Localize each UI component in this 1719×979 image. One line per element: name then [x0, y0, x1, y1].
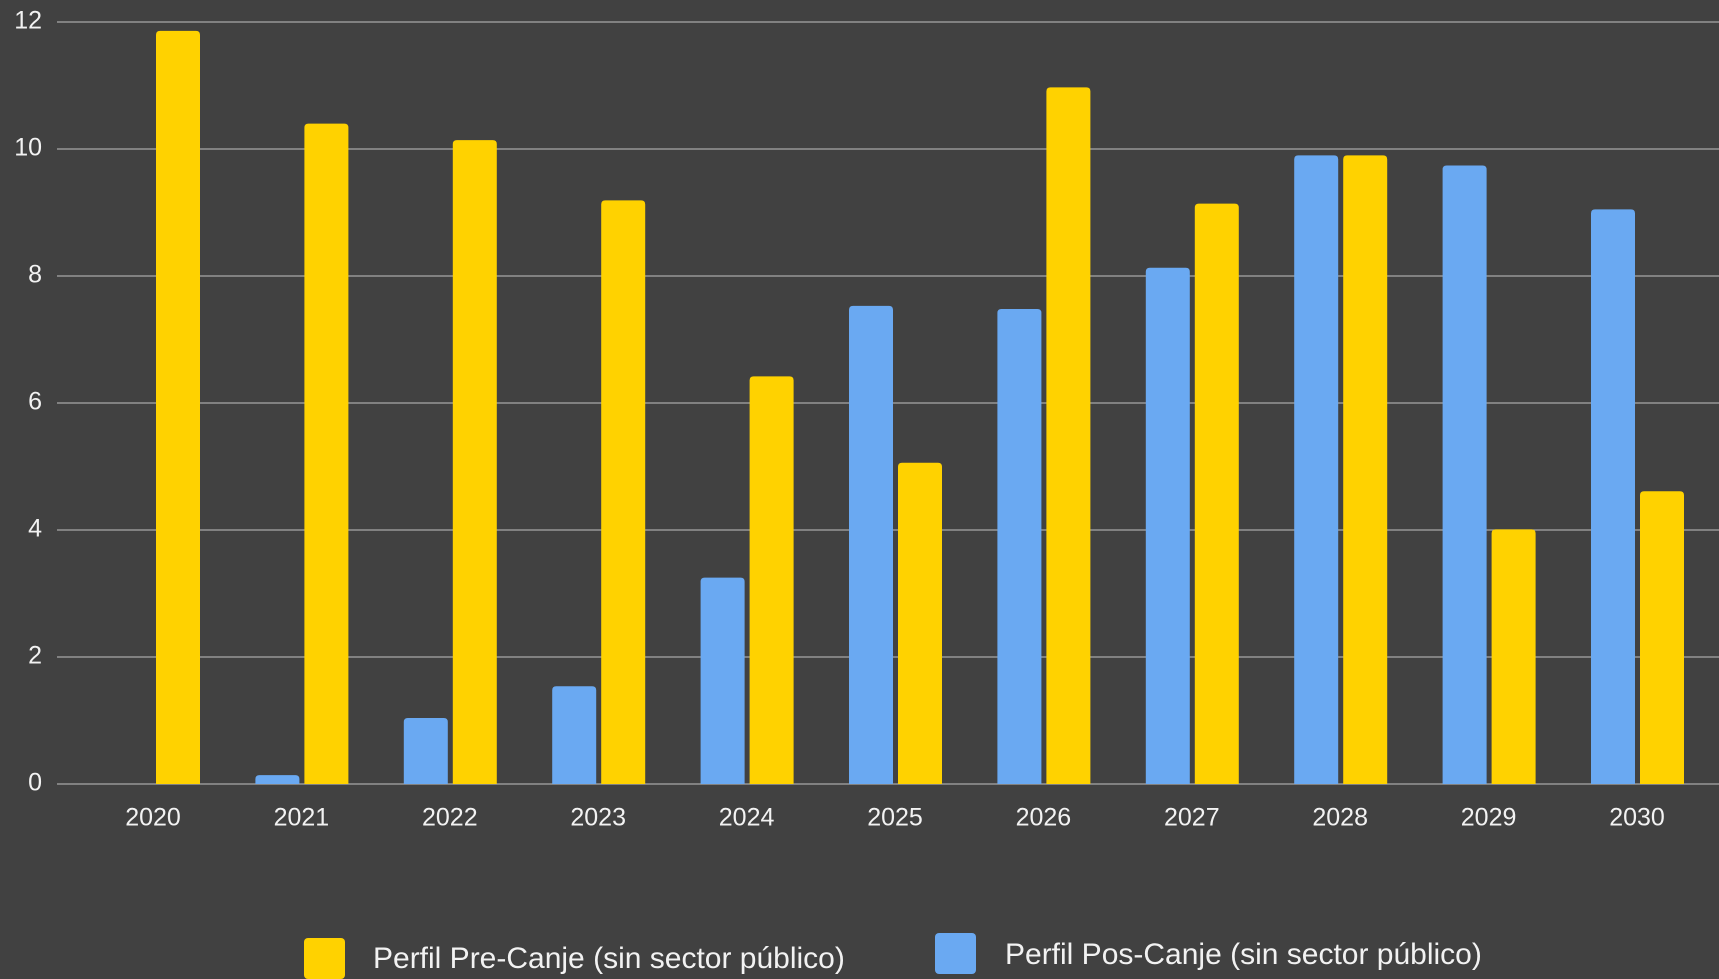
- bar: [552, 686, 597, 784]
- bar: [304, 123, 349, 785]
- legend-swatch: [304, 938, 345, 979]
- bar: [1491, 529, 1536, 784]
- bar: [1046, 87, 1091, 784]
- bar: [1442, 165, 1487, 784]
- y-tick-label: 10: [14, 134, 42, 162]
- bar: [849, 305, 893, 784]
- bar: [898, 462, 942, 784]
- x-tick-label: 2022: [422, 804, 478, 832]
- bar: [1194, 203, 1239, 785]
- bar: [403, 717, 448, 784]
- x-tick-label: 2026: [1016, 804, 1072, 832]
- bar: [1343, 155, 1388, 785]
- x-tick-label: 2021: [274, 804, 330, 832]
- bar: [452, 140, 497, 785]
- y-tick-label: 0: [28, 769, 42, 797]
- legend-label: Perfil Pos-Canje (sin sector público): [1005, 938, 1482, 971]
- legend-swatch: [935, 933, 976, 974]
- y-tick-label: 2: [28, 642, 42, 670]
- x-tick-label: 2030: [1609, 804, 1665, 832]
- bar: [700, 577, 745, 784]
- x-tick-label: 2024: [719, 804, 775, 832]
- bar: [1640, 491, 1684, 784]
- y-tick-label: 6: [28, 388, 42, 416]
- y-tick-label: 12: [14, 7, 42, 35]
- x-tick-label: 2028: [1312, 804, 1368, 832]
- legend-label: Perfil Pre-Canje (sin sector público): [373, 942, 845, 975]
- bar: [1294, 155, 1339, 785]
- x-tick-label: 2025: [867, 804, 923, 832]
- bar: [156, 30, 200, 784]
- bar: [749, 376, 794, 784]
- bar: [1145, 267, 1190, 784]
- bar: [601, 200, 646, 784]
- bar: [255, 775, 300, 784]
- bar: [997, 309, 1042, 784]
- y-tick-label: 8: [28, 261, 42, 289]
- x-tick-label: 2020: [125, 804, 181, 832]
- x-tick-label: 2027: [1164, 804, 1220, 832]
- x-tick-label: 2023: [570, 804, 626, 832]
- x-tick-label: 2029: [1461, 804, 1517, 832]
- bar: [1591, 209, 1635, 784]
- y-tick-label: 4: [28, 515, 42, 543]
